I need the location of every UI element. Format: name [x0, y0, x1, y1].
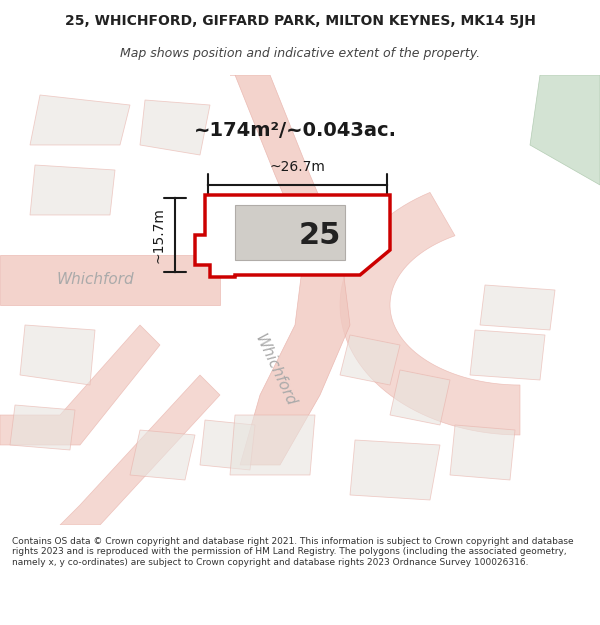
- Text: ~174m²/~0.043ac.: ~174m²/~0.043ac.: [193, 121, 397, 139]
- Polygon shape: [530, 75, 600, 185]
- Polygon shape: [470, 330, 545, 380]
- Text: ~26.7m: ~26.7m: [269, 160, 325, 174]
- Polygon shape: [450, 425, 515, 480]
- Polygon shape: [340, 192, 520, 435]
- Polygon shape: [20, 325, 95, 385]
- Polygon shape: [140, 100, 210, 155]
- Text: ~15.7m: ~15.7m: [151, 207, 165, 263]
- Polygon shape: [340, 335, 400, 385]
- Text: 25, WHICHFORD, GIFFARD PARK, MILTON KEYNES, MK14 5JH: 25, WHICHFORD, GIFFARD PARK, MILTON KEYN…: [65, 14, 535, 28]
- Polygon shape: [230, 75, 350, 465]
- Polygon shape: [390, 370, 450, 425]
- Polygon shape: [60, 375, 220, 525]
- Text: Map shows position and indicative extent of the property.: Map shows position and indicative extent…: [120, 48, 480, 61]
- Polygon shape: [0, 325, 160, 445]
- Polygon shape: [350, 440, 440, 500]
- Polygon shape: [480, 285, 555, 330]
- Text: Whichford: Whichford: [252, 332, 298, 408]
- Polygon shape: [230, 415, 315, 475]
- Polygon shape: [195, 195, 390, 277]
- Text: Contains OS data © Crown copyright and database right 2021. This information is : Contains OS data © Crown copyright and d…: [12, 537, 574, 567]
- Text: 25: 25: [299, 221, 341, 249]
- Polygon shape: [235, 205, 345, 260]
- Polygon shape: [0, 255, 220, 305]
- Polygon shape: [200, 420, 255, 470]
- Polygon shape: [130, 430, 195, 480]
- Text: Whichford: Whichford: [56, 272, 134, 288]
- Polygon shape: [10, 405, 75, 450]
- Polygon shape: [30, 165, 115, 215]
- Polygon shape: [30, 95, 130, 145]
